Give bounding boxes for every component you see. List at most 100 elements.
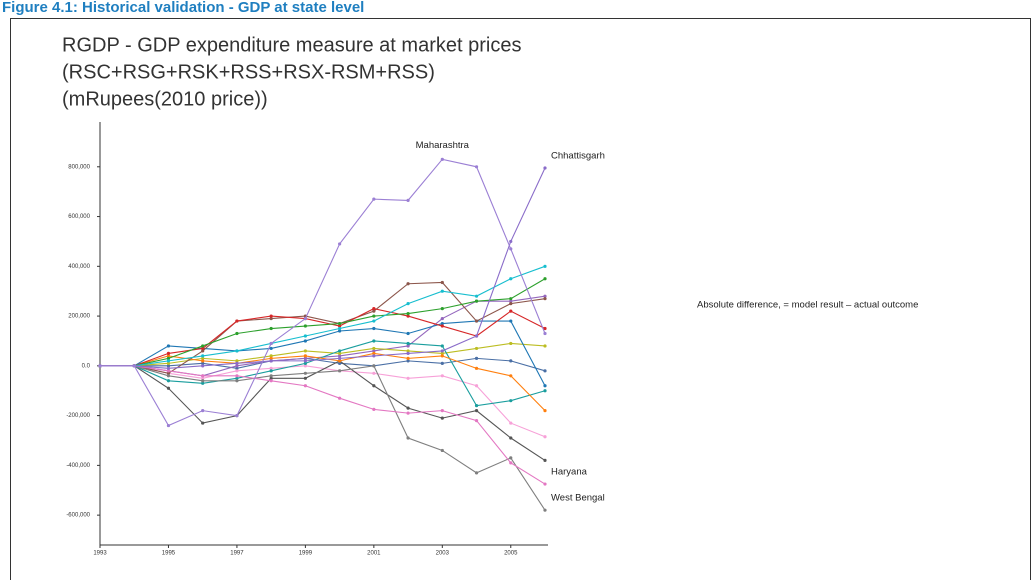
point [201, 364, 205, 368]
point [474, 404, 479, 408]
point [166, 374, 171, 378]
point [303, 364, 307, 368]
point [406, 359, 410, 363]
series-line [100, 342, 546, 367]
point [338, 351, 342, 356]
point [166, 371, 171, 375]
point [440, 324, 444, 328]
point [372, 354, 376, 358]
point [543, 166, 547, 170]
annotation: Absolute difference, = model result – ac… [697, 300, 918, 311]
point [338, 326, 342, 331]
point [406, 331, 410, 336]
point [235, 331, 239, 336]
point [235, 369, 239, 373]
point [303, 376, 307, 380]
point [509, 299, 513, 303]
series-line [100, 278, 546, 367]
point [372, 407, 376, 411]
point [235, 349, 239, 353]
series-line [100, 340, 546, 407]
point [474, 299, 479, 303]
chart-title: (RSC+RSG+RSK+RSS+RSX-RSM+RSS) [62, 61, 435, 83]
point [235, 361, 239, 365]
point [132, 364, 136, 368]
series-line [100, 365, 546, 511]
point [269, 369, 273, 373]
x-tick-label: 2003 [436, 551, 450, 557]
point [406, 406, 410, 410]
point [269, 366, 273, 370]
point [98, 364, 102, 368]
y-tick-label: 0.0 [82, 363, 91, 369]
point [303, 359, 307, 363]
chart-title: (mRupees(2010 price)) [62, 88, 268, 110]
point [201, 361, 205, 365]
point [406, 376, 410, 380]
point [269, 376, 273, 380]
point [406, 356, 410, 360]
point [303, 361, 307, 365]
point [543, 409, 547, 413]
point [235, 374, 239, 378]
series-line [100, 265, 546, 367]
point [201, 379, 205, 383]
point [201, 346, 205, 351]
point [509, 359, 513, 363]
point [303, 339, 307, 343]
point [406, 411, 410, 415]
series-label: Haryana [551, 467, 588, 478]
point [166, 386, 171, 390]
point [372, 314, 376, 318]
point [303, 316, 307, 321]
point [543, 389, 547, 393]
series-line [100, 365, 546, 485]
point [235, 376, 239, 380]
point [269, 374, 273, 378]
point [201, 376, 205, 380]
point [269, 379, 273, 383]
point [509, 297, 513, 301]
point [338, 396, 342, 400]
point [269, 341, 273, 346]
point [440, 307, 444, 311]
point [166, 361, 171, 365]
y-tick-label: 400,000 [68, 264, 90, 270]
point [509, 374, 513, 378]
y-tick-label: 600,000 [68, 214, 90, 220]
point [201, 349, 205, 353]
point [509, 436, 513, 440]
point [543, 277, 547, 281]
point [543, 435, 547, 439]
point [474, 346, 479, 351]
point [166, 351, 171, 356]
point [474, 294, 479, 298]
series-label: West Bengal [551, 493, 605, 504]
point [440, 280, 444, 285]
point [269, 314, 273, 318]
point [338, 369, 342, 373]
point [474, 165, 479, 169]
point [440, 157, 444, 161]
point [338, 242, 342, 246]
y-tick-label: -600,000 [66, 513, 90, 519]
x-tick-label: 1999 [299, 551, 313, 557]
point [543, 458, 547, 462]
point [372, 351, 376, 356]
series-line [100, 281, 546, 374]
y-tick-label: -400,000 [66, 463, 90, 469]
point [440, 361, 444, 365]
point [166, 379, 171, 383]
point [338, 361, 342, 365]
point [372, 307, 376, 311]
series-line [100, 308, 546, 367]
point [303, 349, 307, 353]
point [269, 354, 273, 358]
point [543, 369, 547, 373]
point [338, 354, 342, 358]
x-tick-label: 2001 [367, 551, 381, 557]
point [406, 344, 410, 348]
point [509, 421, 513, 425]
point [509, 247, 513, 251]
point [235, 319, 239, 323]
